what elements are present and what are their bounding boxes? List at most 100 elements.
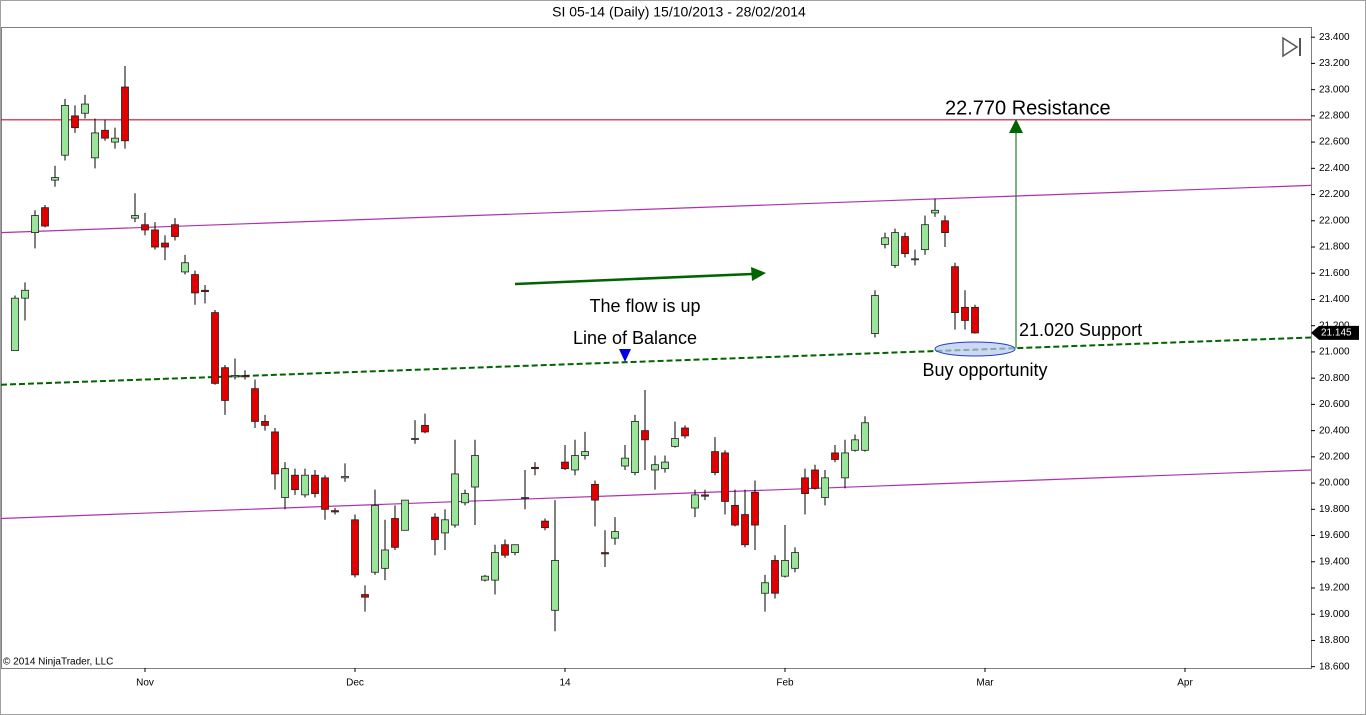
candle-body — [151, 229, 159, 248]
annotation: Buy opportunity — [922, 360, 1047, 380]
candle-body — [71, 115, 79, 129]
candle-body — [391, 518, 399, 548]
candle-body — [731, 504, 739, 526]
play-icon[interactable] — [1282, 36, 1301, 58]
candle-body — [681, 427, 689, 437]
annotation: 22.770 Resistance — [945, 97, 1111, 119]
candle-body — [601, 552, 609, 555]
candle-body — [261, 421, 269, 426]
candle-body — [41, 207, 49, 227]
candle-body — [471, 455, 479, 488]
candle-body — [551, 560, 559, 611]
candle-body — [211, 312, 219, 384]
candle-body — [411, 438, 419, 440]
candle-body — [231, 375, 239, 378]
candle-body — [571, 455, 579, 471]
candle-body — [961, 306, 969, 321]
annotation: Line of Balance — [573, 328, 697, 348]
candle-body — [691, 494, 699, 509]
buy-zone — [934, 341, 1016, 357]
candle-body — [901, 236, 909, 254]
y-tick-label: 20.800 — [1319, 373, 1350, 384]
annotation: 21.020 Support — [1019, 320, 1142, 340]
candle-body — [481, 575, 489, 581]
candle-body — [141, 224, 149, 231]
candle-body — [941, 220, 949, 233]
candle-body — [781, 560, 789, 577]
candle-body — [311, 474, 319, 494]
candle-body — [721, 452, 729, 502]
candle-body — [641, 430, 649, 441]
last-price-box — [1311, 325, 1359, 340]
candle-body — [281, 468, 289, 498]
y-tick-label: 22.400 — [1319, 163, 1350, 174]
candle-body — [891, 232, 899, 266]
candle-body — [611, 531, 619, 539]
candle-body — [341, 476, 349, 479]
y-tick-label: 20.400 — [1319, 425, 1350, 436]
play-triangle[interactable] — [1282, 36, 1299, 58]
candle-body — [131, 215, 139, 219]
plot-layer: 23.400 23.200 23.000 22.800 22.600 22.400 22.2… — [1, 32, 1359, 689]
candle-body — [931, 209, 939, 214]
annotation: The flow is up — [589, 296, 700, 316]
candle-body — [841, 452, 849, 479]
candle-body — [801, 477, 809, 494]
balance-marker — [619, 349, 631, 362]
candle-body — [201, 289, 209, 293]
candle-body — [871, 295, 879, 334]
candle-body — [651, 464, 659, 471]
trend-line — [1, 184, 1311, 234]
candle-body — [811, 469, 819, 489]
y-tick-label: 18.600 — [1319, 661, 1350, 672]
y-tick-label: 19.400 — [1319, 556, 1350, 567]
y-tick-label: 19.000 — [1319, 609, 1350, 620]
last-price-label: 21.145 — [1321, 328, 1352, 339]
y-tick-label: 20.200 — [1319, 451, 1350, 462]
candle-body — [661, 461, 669, 470]
candle-body — [251, 388, 259, 422]
candle-body — [621, 457, 629, 467]
candle-body — [441, 519, 449, 534]
candle-body — [791, 552, 799, 569]
candle-body — [561, 461, 569, 470]
flow-arrowhead — [751, 267, 766, 281]
candle-body — [851, 439, 859, 451]
candle-body — [761, 582, 769, 594]
x-tick-label: Nov — [136, 678, 154, 689]
x-tick-label: Apr — [1177, 678, 1193, 689]
y-tick-label: 20.600 — [1319, 399, 1350, 410]
candle-body — [161, 242, 169, 248]
y-tick-label: 21.400 — [1319, 294, 1350, 305]
candle-body — [321, 477, 329, 510]
y-tick-label: 22.800 — [1319, 111, 1350, 122]
y-tick-label: 23.200 — [1319, 58, 1350, 69]
candle-body — [831, 452, 839, 460]
copyright: © 2014 NinjaTrader, LLC — [3, 657, 113, 668]
candle-body — [431, 516, 439, 540]
candle-body — [491, 552, 499, 581]
candle-body — [331, 510, 339, 513]
candle-body — [101, 129, 109, 139]
candle-body — [501, 544, 509, 556]
candle-body — [81, 103, 89, 114]
candle-body — [61, 104, 69, 156]
candle-body — [171, 224, 179, 237]
target-arrowhead — [1009, 119, 1023, 133]
y-tick-label: 18.800 — [1319, 635, 1350, 646]
candle-body — [191, 274, 199, 294]
chart-title: SI 05-14 (Daily) 15/10/2013 - 28/02/2014 — [552, 4, 806, 20]
candle-body — [741, 514, 749, 546]
candle-body — [771, 560, 779, 594]
x-tick-label: Dec — [346, 678, 364, 689]
y-tick-label: 21.800 — [1319, 242, 1350, 253]
candle-body — [521, 497, 529, 499]
y-tick-label: 21.200 — [1319, 320, 1350, 331]
x-tick-label: Feb — [776, 678, 794, 689]
candle-body — [421, 424, 429, 433]
candle-body — [381, 549, 389, 569]
y-tick-label: 23.000 — [1319, 84, 1350, 95]
candle-body — [111, 137, 119, 143]
candle-body — [361, 594, 369, 598]
